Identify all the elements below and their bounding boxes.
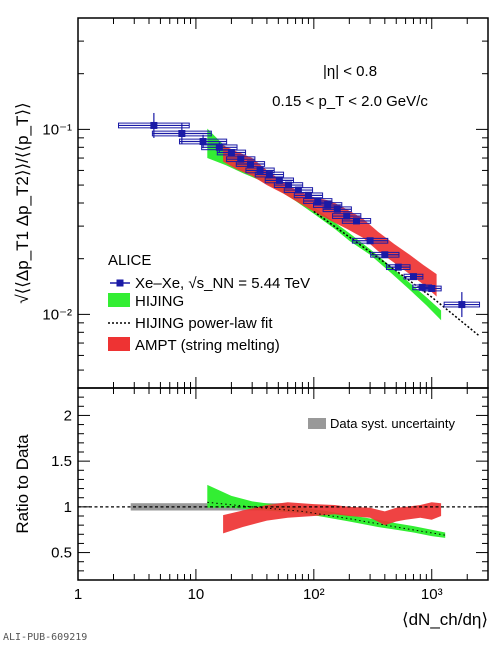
bottom-panel [78, 484, 488, 538]
data-point [293, 191, 324, 199]
data-marker [178, 130, 186, 138]
data-point [313, 201, 343, 209]
data-marker [199, 137, 207, 145]
x-tick-label: 10³ [421, 586, 443, 603]
x-tick-label: 1 [74, 586, 82, 603]
data-point [370, 251, 400, 259]
legend-hijing-label: HIJING [135, 293, 184, 310]
bottom-frame [77, 387, 489, 581]
data-marker [285, 181, 293, 189]
y-tick-label: 2 [64, 407, 72, 424]
top-panel [117, 112, 481, 336]
data-marker [394, 263, 402, 271]
data-marker [458, 301, 466, 309]
data-marker [227, 148, 235, 156]
data-marker [428, 285, 436, 293]
data-point [178, 134, 228, 149]
y-tick-label: 1 [64, 499, 72, 516]
ratio-axis-title: Ratio to Data [13, 434, 32, 534]
x-axis-title: ⟨dN_ch/dη⟩ [402, 610, 488, 629]
data-marker [409, 273, 417, 281]
data-point [403, 273, 424, 281]
y-tick-label: 10⁻² [42, 306, 72, 323]
data-point [151, 123, 212, 144]
legend-ampt-swatch [108, 337, 130, 351]
labels: 1 10 10² 10³ 10⁻² 10⁻¹ 0.5 1 1.5 2 ⟨dN_ch/dη⟩ √⟨⟨Δp… [13, 17, 489, 629]
data-point [421, 285, 442, 293]
data-marker [150, 121, 158, 129]
data-point [341, 217, 372, 225]
data-point [303, 197, 333, 205]
data-marker [265, 171, 273, 179]
legend-data-label: Xe–Xe, √s_NN = 5.44 TeV [135, 275, 310, 292]
top-frame [77, 17, 489, 389]
data-marker [324, 201, 332, 209]
legend-title: ALICE [108, 252, 151, 269]
data-point [385, 263, 411, 271]
data-marker [366, 237, 374, 245]
data-marker [333, 205, 341, 213]
data-marker [294, 186, 302, 194]
y-tick-label: 1.5 [51, 453, 72, 470]
x-tick-label: 10 [188, 586, 205, 603]
data-point [351, 237, 389, 245]
data-marker [256, 166, 264, 174]
data-marker [304, 191, 312, 199]
data-point [216, 148, 247, 156]
data-marker [352, 217, 360, 225]
hijing-ratio-line [207, 501, 446, 536]
data-marker [275, 176, 283, 184]
data-marker [381, 251, 389, 259]
figure-id-label: ALI-PUB-609219 [3, 632, 88, 643]
data-point [283, 186, 314, 194]
data-marker [246, 160, 254, 168]
eta-annotation: |η| < 0.8 [323, 63, 377, 80]
legend-ampt-label: AMPT (string melting) [135, 337, 280, 354]
y-tick-label: 10⁻¹ [42, 121, 72, 138]
data-marker [314, 197, 322, 205]
data-point [322, 205, 352, 213]
y-axis-title: √⟨⟨Δp_T1 Δp_T2⟩⟩/⟨⟨p_T⟩⟩ [13, 102, 32, 303]
ampt-ratio-band [223, 502, 442, 534]
data-point [235, 160, 266, 168]
fit-line [313, 210, 480, 336]
legend-syst-label: Data syst. uncertainty [330, 416, 455, 431]
data-point [443, 292, 481, 318]
y-tick-label: 0.5 [51, 545, 72, 562]
pt-annotation: 0.15 < p_T < 2.0 GeV/c [272, 93, 428, 110]
data-marker [343, 212, 351, 220]
data-marker [237, 155, 245, 163]
legend-data-symbol [116, 279, 124, 287]
x-tick-label: 10² [303, 586, 325, 603]
legend-fit-label: HIJING power-law fit [135, 315, 273, 332]
data-marker [215, 143, 223, 151]
data-point [254, 171, 285, 179]
legend-hijing-swatch [108, 293, 130, 307]
legend-syst-swatch [308, 418, 326, 429]
